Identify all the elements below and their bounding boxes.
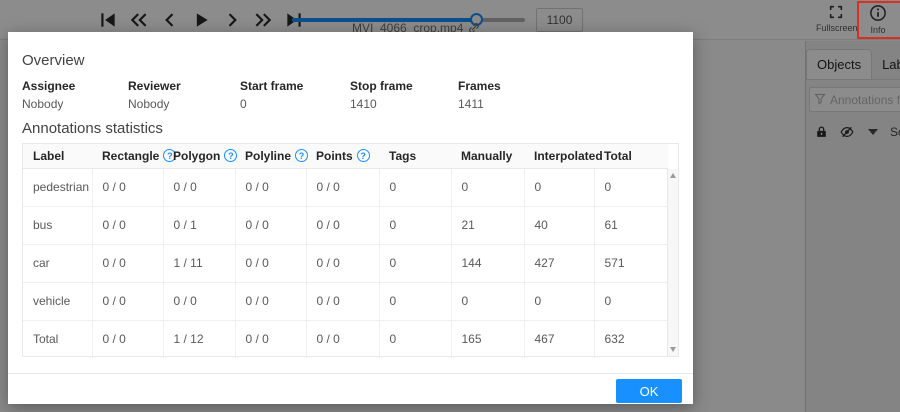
forward-jump-button[interactable] <box>252 9 274 31</box>
field-stop-frame: Stop frame 1410 <box>350 79 413 111</box>
chevron-left-icon <box>165 13 174 27</box>
previous-frame-button[interactable] <box>159 9 181 31</box>
field-frames: Frames 1411 <box>458 79 501 111</box>
video-filename: MVI_4066_crop.mp4 <box>352 21 480 35</box>
objects-sidebar: Objects Labels Sort by <box>805 41 900 412</box>
fullscreen-button[interactable]: Fullscreen <box>816 4 858 33</box>
chevron-down-icon[interactable] <box>868 129 878 135</box>
next-frame-button[interactable] <box>221 9 243 31</box>
slider-fill <box>292 18 477 22</box>
polyline-help-icon[interactable] <box>295 148 309 162</box>
link-icon[interactable] <box>468 22 480 34</box>
scroll-down-arrow-icon[interactable] <box>670 347 676 352</box>
double-chevron-right-icon <box>255 13 272 27</box>
annotations-filter <box>809 87 900 112</box>
table-scrollbar[interactable] <box>667 169 678 356</box>
job-info-modal: Overview Assignee Nobody Reviewer Nobody… <box>8 32 693 404</box>
play-icon <box>196 13 208 27</box>
sort-by-label[interactable]: Sort by <box>890 125 900 139</box>
info-icon <box>860 4 896 22</box>
overview-title: Overview <box>22 52 85 69</box>
frame-slider[interactable] <box>292 13 525 26</box>
first-frame-button[interactable] <box>97 9 119 31</box>
objects-list-header: Sort by <box>806 119 900 145</box>
table-header-row: Label Rectangle Polygon Polyline Points … <box>23 144 668 169</box>
hidden-eye-icon[interactable] <box>839 125 855 139</box>
annotations-filter-input[interactable] <box>809 87 900 112</box>
sidebar-tabs: Objects Labels <box>806 49 900 80</box>
scroll-up-arrow-icon[interactable] <box>670 173 676 178</box>
double-chevron-left-icon <box>130 13 147 27</box>
lock-icon[interactable] <box>815 125 828 139</box>
fullscreen-icon <box>816 4 856 20</box>
field-start-frame: Start frame 0 <box>240 79 304 111</box>
backward-jump-button[interactable] <box>128 9 150 31</box>
slider-handle[interactable] <box>470 13 484 26</box>
tab-labels[interactable]: Labels <box>882 57 900 72</box>
info-button[interactable]: Info <box>860 4 896 35</box>
field-reviewer: Reviewer Nobody <box>128 79 181 111</box>
chevron-right-icon <box>228 13 237 27</box>
modal-footer: OK <box>8 373 693 404</box>
statistics-table: Label Rectangle Polygon Polyline Points … <box>22 143 679 358</box>
stats-title: Annotations statistics <box>22 120 163 137</box>
polygon-help-icon[interactable] <box>224 148 238 162</box>
funnel-icon <box>814 93 826 105</box>
ok-button[interactable]: OK <box>616 379 682 403</box>
field-assignee: Assignee Nobody <box>22 79 76 111</box>
tab-objects[interactable]: Objects <box>806 49 873 79</box>
first-frame-icon <box>101 13 115 27</box>
play-button[interactable] <box>190 9 212 31</box>
frame-number-input[interactable] <box>536 8 583 32</box>
points-help-icon[interactable] <box>356 148 370 162</box>
